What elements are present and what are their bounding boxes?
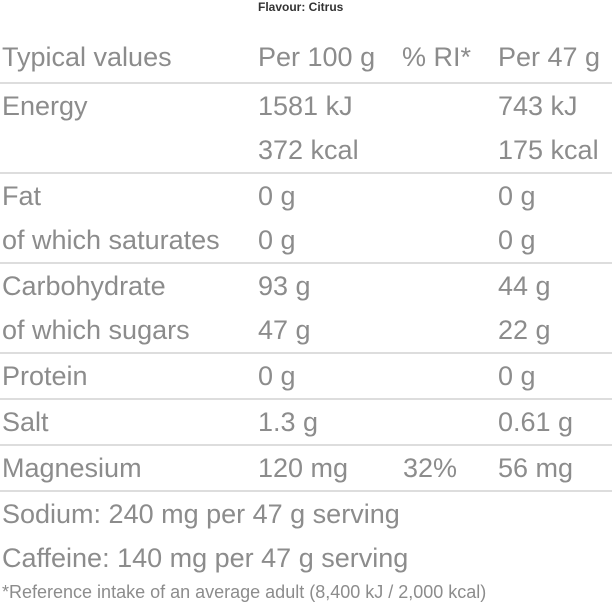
row-label: of which sugars — [2, 314, 190, 345]
row-per-47g: 743 kJ — [498, 90, 578, 121]
table-row: Carbohydrate 93 g 44 g — [0, 264, 612, 308]
table-row: Salt 1.3 g 0.61 g — [0, 400, 612, 444]
row-per-100g: 120 mg — [258, 452, 349, 483]
salt-group: Salt 1.3 g 0.61 g — [0, 400, 612, 446]
row-per-47g: 56 mg — [498, 452, 574, 483]
row-per-100g: 1581 kJ — [258, 90, 353, 121]
row-per-47g: 175 kcal — [498, 134, 599, 165]
row-per-47g: 0 g — [498, 224, 536, 255]
row-label: Protein — [2, 360, 88, 391]
row-label: Energy — [2, 90, 88, 121]
row-per-100g: 1.3 g — [258, 406, 319, 437]
row-ri: 32% — [403, 452, 458, 483]
row-label: of which saturates — [2, 224, 220, 255]
header-per-100g: Per 100 g — [258, 42, 376, 72]
fat-group: Fat 0 g 0 g of which saturates 0 g 0 g — [0, 174, 612, 264]
row-per-100g: 372 kcal — [258, 134, 359, 165]
row-per-47g: 0 g — [498, 360, 536, 391]
energy-group: Energy 1581 kJ 743 kJ 372 kcal 175 kcal — [0, 84, 612, 174]
footnote: *Reference intake of an average adult (8… — [2, 582, 487, 602]
row-per-100g: 47 g — [258, 314, 311, 345]
table-row: Protein 0 g 0 g — [0, 354, 612, 398]
row-per-100g: 0 g — [258, 360, 296, 391]
row-label: Carbohydrate — [2, 270, 166, 301]
table-row: of which saturates 0 g 0 g — [0, 218, 612, 262]
row-label: Salt — [2, 406, 49, 437]
table-row: of which sugars 47 g 22 g — [0, 308, 612, 352]
row-per-100g: 93 g — [258, 270, 311, 301]
table-row: Fat 0 g 0 g — [0, 174, 612, 218]
row-per-47g: 0.61 g — [498, 406, 574, 437]
row-label: Magnesium — [2, 452, 142, 483]
flavour-label: Flavour: Citrus — [258, 0, 344, 14]
magnesium-group: Magnesium 120 mg 32% 56 mg — [0, 446, 612, 492]
table-header: Typical values Per 100 g % RI* Per 47 g — [0, 33, 612, 84]
header-per-47g: Per 47 g — [498, 42, 601, 72]
row-per-47g: 22 g — [498, 314, 551, 345]
table-row: Magnesium 120 mg 32% 56 mg — [0, 446, 612, 490]
header-ri: % RI* — [402, 42, 472, 72]
nutrition-table: Typical values Per 100 g % RI* Per 47 g … — [0, 33, 612, 580]
sodium-note: Sodium: 240 mg per 47 g serving — [2, 498, 400, 529]
table-row: 372 kcal 175 kcal — [0, 128, 612, 172]
row-per-100g: 0 g — [258, 224, 296, 255]
protein-group: Protein 0 g 0 g — [0, 354, 612, 400]
row-label: Fat — [2, 180, 42, 211]
row-per-100g: 0 g — [258, 180, 296, 211]
row-per-47g: 0 g — [498, 180, 536, 211]
header-typical-values: Typical values — [2, 42, 172, 72]
carbohydrate-group: Carbohydrate 93 g 44 g of which sugars 47 g… — [0, 264, 612, 354]
row-per-47g: 44 g — [498, 270, 551, 301]
caffeine-note: Caffeine: 140 mg per 47 g serving — [2, 542, 409, 573]
table-row: Energy 1581 kJ 743 kJ — [0, 84, 612, 128]
